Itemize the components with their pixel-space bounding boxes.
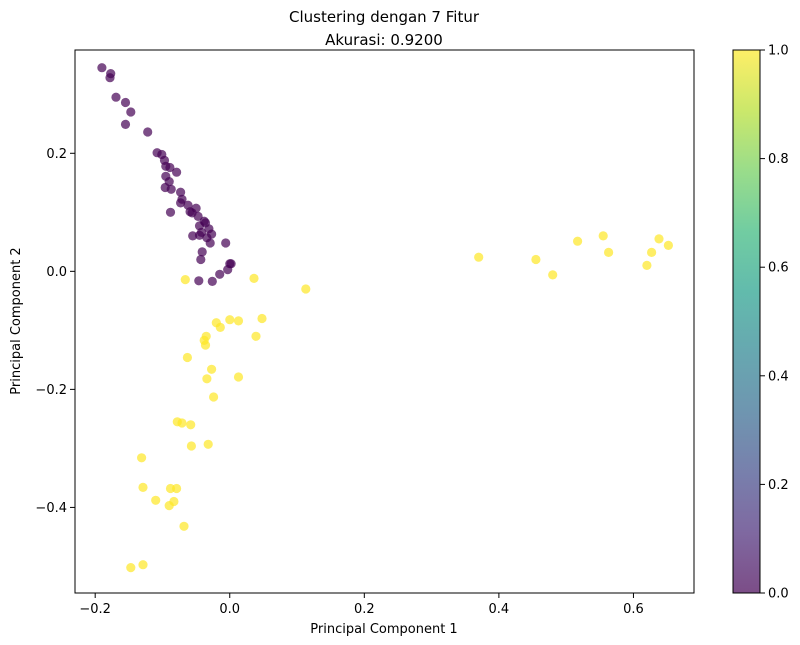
data-point-cluster-0 <box>188 231 198 241</box>
data-point-cluster-1 <box>151 495 161 505</box>
x-axis: −0.2 0.0 0.2 0.4 0.6 <box>79 593 644 617</box>
colorbar-tick-label: 0.0 <box>768 587 789 602</box>
x-axis-label: Principal Component 1 <box>310 622 457 637</box>
data-point-cluster-0 <box>120 97 131 108</box>
data-points <box>97 63 674 573</box>
y-axis-label: Principal Component 2 <box>9 247 24 394</box>
y-axis: −0.4 −0.2 0.0 0.2 <box>35 147 75 516</box>
data-point-cluster-1 <box>531 254 541 265</box>
colorbar-tick-label: 0.8 <box>768 152 789 167</box>
data-point-cluster-1 <box>164 501 174 511</box>
y-tick-label: 0.0 <box>46 265 67 280</box>
data-point-cluster-1 <box>642 260 652 270</box>
data-point-cluster-0 <box>172 167 182 177</box>
chart-title: Clustering dengan 7 Fitur <box>289 8 480 26</box>
data-point-cluster-0 <box>215 269 225 279</box>
data-point-cluster-0 <box>165 162 175 173</box>
x-tick-label: 0.6 <box>623 602 644 617</box>
data-point-cluster-1 <box>186 420 196 430</box>
colorbar-tick-label: 0.2 <box>768 478 789 493</box>
data-point-cluster-1 <box>207 364 217 374</box>
colorbar <box>732 49 761 594</box>
colorbar-tick-label: 1.0 <box>768 44 789 59</box>
data-point-cluster-0 <box>97 63 107 73</box>
data-point-cluster-1 <box>654 234 664 244</box>
data-point-cluster-1 <box>137 453 147 463</box>
colorbar-axis: 0.0 0.2 0.4 0.6 0.8 1.0 <box>760 44 789 602</box>
data-point-cluster-1 <box>598 231 608 241</box>
y-tick-label: −0.2 <box>35 383 67 398</box>
data-point-cluster-1 <box>225 315 235 325</box>
data-point-cluster-1 <box>186 441 196 451</box>
data-point-cluster-1 <box>177 418 187 428</box>
x-tick-label: 0.0 <box>219 602 240 617</box>
colorbar-tick-label: 0.6 <box>768 261 789 276</box>
data-point-cluster-1 <box>200 340 211 350</box>
data-point-cluster-0 <box>126 107 136 117</box>
plot-area-frame <box>74 49 695 594</box>
data-point-cluster-0 <box>194 230 205 240</box>
data-point-cluster-0 <box>105 73 115 83</box>
data-point-cluster-1 <box>215 322 225 332</box>
data-point-cluster-1 <box>548 270 558 280</box>
data-point-cluster-1 <box>301 284 311 294</box>
x-tick-label: 0.2 <box>354 602 375 617</box>
data-point-cluster-1 <box>233 316 244 326</box>
data-point-cluster-1 <box>179 521 189 531</box>
data-point-cluster-0 <box>191 203 201 213</box>
data-point-cluster-0 <box>194 276 204 286</box>
data-point-cluster-1 <box>249 273 259 283</box>
data-point-cluster-1 <box>474 252 484 262</box>
data-point-cluster-1 <box>257 313 267 324</box>
x-tick-label: 0.4 <box>489 602 510 617</box>
data-point-cluster-1 <box>182 352 192 363</box>
data-point-cluster-1 <box>126 563 136 573</box>
colorbar-tick-label: 0.4 <box>768 369 789 384</box>
data-point-cluster-1 <box>251 331 261 341</box>
data-point-cluster-1 <box>203 439 213 449</box>
data-point-cluster-1 <box>138 560 148 570</box>
data-point-cluster-0 <box>223 265 233 275</box>
data-point-cluster-0 <box>207 276 217 286</box>
data-point-cluster-1 <box>172 483 182 494</box>
data-point-cluster-1 <box>604 247 614 257</box>
data-point-cluster-0 <box>176 187 186 197</box>
data-point-cluster-0 <box>176 198 186 208</box>
data-point-cluster-1 <box>202 374 212 384</box>
data-point-cluster-1 <box>663 240 674 250</box>
data-point-cluster-1 <box>138 482 148 492</box>
data-point-cluster-0 <box>196 254 206 265</box>
data-point-cluster-0 <box>166 184 176 194</box>
data-point-cluster-1 <box>180 275 190 285</box>
x-tick-label: −0.2 <box>79 602 111 617</box>
data-point-cluster-0 <box>197 247 207 257</box>
data-point-cluster-1 <box>647 247 657 257</box>
data-point-cluster-0 <box>143 127 153 137</box>
data-point-cluster-0 <box>165 207 176 217</box>
y-tick-label: 0.2 <box>46 147 67 162</box>
y-tick-label: −0.4 <box>35 501 67 516</box>
chart-subtitle: Akurasi: 0.9200 <box>325 31 443 49</box>
data-point-cluster-1 <box>233 372 244 382</box>
data-point-cluster-0 <box>120 119 131 129</box>
data-point-cluster-0 <box>205 238 215 248</box>
data-point-cluster-0 <box>111 92 121 102</box>
data-point-cluster-1 <box>573 236 583 246</box>
data-point-cluster-0 <box>221 238 231 248</box>
data-point-cluster-1 <box>209 392 219 402</box>
